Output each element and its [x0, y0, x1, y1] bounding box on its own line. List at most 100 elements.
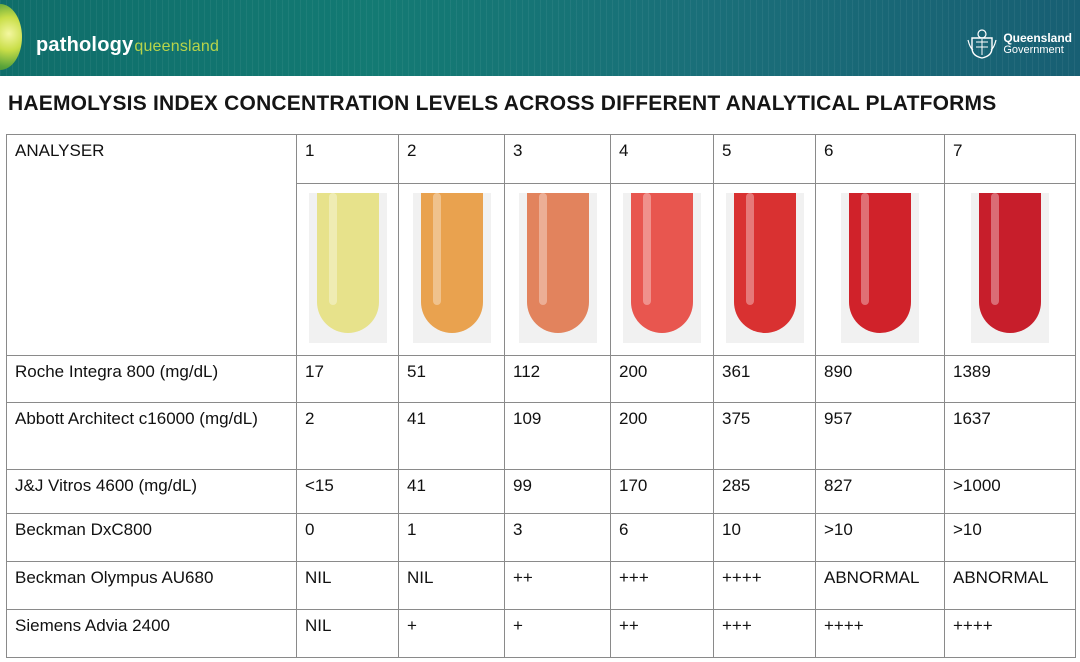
table-cell: 112 [504, 355, 611, 403]
tube-photo [412, 193, 491, 343]
table-cell: 17 [296, 355, 399, 403]
table-cell: ++ [504, 561, 611, 610]
level-header: 7 [944, 134, 1076, 184]
table-cell: +++ [713, 609, 816, 658]
table-cell: NIL [398, 561, 505, 610]
gov-logo: Queensland Government [967, 28, 1072, 60]
table-cell: NIL [296, 561, 399, 610]
table-row: Roche Integra 800 (mg/dL) 17 51 112 200 361 89… [6, 355, 1076, 403]
table-cell: ABNORMAL [815, 561, 945, 610]
level-header: 1 [296, 134, 399, 184]
analyser-name: Roche Integra 800 (mg/dL) [6, 355, 297, 403]
table-row: Siemens Advia 2400 NIL + + ++ +++ ++++ ++++ [6, 609, 1076, 658]
table-cell: ++++ [815, 609, 945, 658]
table-cell: 3 [504, 513, 611, 562]
table-cell: 361 [713, 355, 816, 403]
table-cell: 200 [610, 402, 714, 470]
table-cell: 2 [296, 402, 399, 470]
tube-photo [841, 193, 919, 343]
table-cell: 827 [815, 469, 945, 514]
sample-tube-icon [733, 193, 796, 333]
level-header: 6 [815, 134, 945, 184]
tube-cell [610, 183, 714, 356]
table-cell: >10 [944, 513, 1076, 562]
table-cell: 0 [296, 513, 399, 562]
tube-cell [296, 183, 399, 356]
table-cell: 1637 [944, 402, 1076, 470]
table-cell: >10 [815, 513, 945, 562]
table-cell: 41 [398, 469, 505, 514]
sample-tube-icon [849, 193, 911, 333]
tube-photo [518, 193, 597, 343]
sample-tube-icon [526, 193, 589, 333]
level-header: 2 [398, 134, 505, 184]
table-cell: 10 [713, 513, 816, 562]
table-cell: ++++ [713, 561, 816, 610]
tube-shine [745, 193, 754, 305]
table-cell: 41 [398, 402, 505, 470]
sample-tube-icon [631, 193, 693, 333]
crest-icon [967, 29, 997, 59]
tube-shine [432, 193, 441, 305]
tube-cell [504, 183, 611, 356]
gov-text: Queensland Government [1003, 32, 1072, 56]
brand-logo: pathologyqueensland [36, 34, 219, 57]
globe-logo-icon [0, 4, 22, 70]
table-cell: ++++ [944, 609, 1076, 658]
table-cell: 109 [504, 402, 611, 470]
tube-shine [328, 193, 337, 305]
table-cell: 51 [398, 355, 505, 403]
table-cell: 1 [398, 513, 505, 562]
table-cell: 200 [610, 355, 714, 403]
table-cell: <15 [296, 469, 399, 514]
tube-shine [538, 193, 547, 305]
table-row: J&J Vitros 4600 (mg/dL) <15 41 99 170 285 827 >… [6, 469, 1076, 514]
analyser-name: J&J Vitros 4600 (mg/dL) [6, 469, 297, 514]
tube-photo [623, 193, 701, 343]
table-cell: NIL [296, 609, 399, 658]
tube-cell [713, 183, 816, 356]
table-cell: ++ [610, 609, 714, 658]
banner-texture [0, 0, 1080, 76]
level-header: 3 [504, 134, 611, 184]
tube-photo [971, 193, 1049, 343]
table-cell: ABNORMAL [944, 561, 1076, 610]
table-cell: 170 [610, 469, 714, 514]
level-header: 4 [610, 134, 714, 184]
brand-sub: queensland [134, 38, 220, 55]
tube-cell [944, 183, 1076, 356]
analyser-name: Abbott Architect c16000 (mg/dL) [6, 402, 297, 470]
table-cell: 957 [815, 402, 945, 470]
brand-main: pathology [36, 34, 134, 56]
tube-image-row [7, 183, 1076, 356]
analyser-header: ANALYSER [6, 134, 297, 356]
table-row: Beckman Olympus AU680 NIL NIL ++ +++ ++++ ABNO… [6, 561, 1076, 610]
sample-tube-icon [979, 193, 1041, 333]
level-header: 5 [713, 134, 816, 184]
analyser-name: Siemens Advia 2400 [6, 609, 297, 658]
analyser-name: Beckman DxC800 [6, 513, 297, 562]
table-cell: + [504, 609, 611, 658]
gov-line1: Queensland [1003, 31, 1072, 45]
analyser-name: Beckman Olympus AU680 [6, 561, 297, 610]
table-cell: 1389 [944, 355, 1076, 403]
tube-shine [861, 193, 869, 305]
table-cell: >1000 [944, 469, 1076, 514]
table-row: Beckman DxC800 0 1 3 6 10 >10 >10 [6, 513, 1076, 562]
tube-photo [308, 193, 387, 343]
header-banner: pathologyqueensland Queensland Governmen… [0, 0, 1080, 76]
tube-photo [725, 193, 804, 343]
page-title: HAEMOLYSIS INDEX CONCENTRATION LEVELS AC… [8, 92, 997, 115]
tube-shine [991, 193, 999, 305]
tube-shine [643, 193, 651, 305]
gov-line2: Government [1003, 44, 1064, 56]
tube-cell [398, 183, 505, 356]
table-cell: + [398, 609, 505, 658]
tube-cell [815, 183, 945, 356]
table-cell: 285 [713, 469, 816, 514]
table-cell: 375 [713, 402, 816, 470]
sample-tube-icon [316, 193, 379, 333]
table-cell: +++ [610, 561, 714, 610]
